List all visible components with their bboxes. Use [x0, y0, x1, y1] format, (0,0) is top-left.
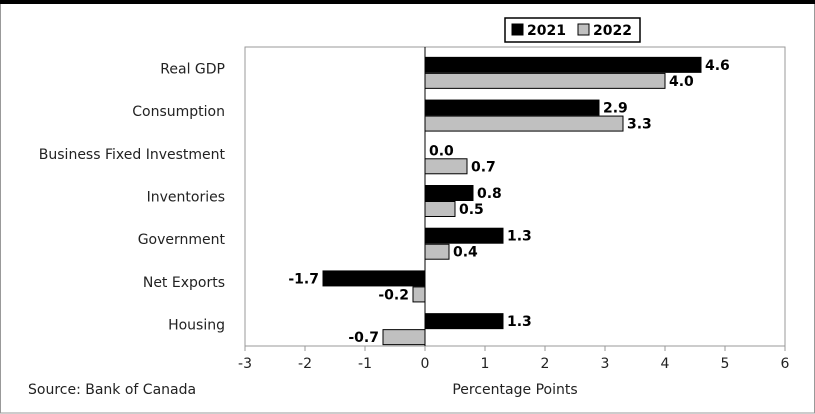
value-label: 1.3 [507, 314, 532, 330]
bar [424, 243, 450, 260]
category-label: Consumption [132, 104, 225, 120]
value-label: 0.8 [477, 186, 502, 202]
plot-area [244, 46, 786, 347]
value-label: 2.9 [603, 101, 628, 117]
x-tick-label: 5 [721, 356, 730, 372]
category-label: Government [138, 232, 226, 248]
source-note: Source: Bank of Canada [28, 382, 196, 398]
value-label: 0.0 [429, 143, 454, 159]
legend-label: 2021 [527, 23, 566, 39]
value-label: 1.3 [507, 229, 532, 245]
category-label: Business Fixed Investment [39, 147, 226, 163]
bar [424, 158, 468, 175]
x-tick-label: 3 [601, 356, 610, 372]
bar [424, 72, 666, 89]
bar [424, 313, 504, 330]
x-tick-label: 2 [541, 356, 550, 372]
bar [424, 227, 504, 244]
value-label: 4.0 [669, 74, 694, 90]
category-label: Net Exports [143, 275, 225, 291]
value-label: -0.2 [378, 287, 409, 303]
x-tick-label: -3 [238, 356, 252, 372]
bar [412, 286, 426, 303]
bar [424, 201, 456, 217]
bar [424, 56, 702, 73]
category-label: Real GDP [160, 61, 225, 77]
bar [322, 270, 426, 287]
x-tick-label: 6 [781, 356, 790, 372]
value-label: 4.6 [705, 58, 730, 74]
bar [424, 99, 600, 116]
category-label: Inventories [147, 190, 225, 206]
top-rule [0, 0, 815, 4]
value-label: -0.7 [348, 330, 379, 346]
x-tick-label: -1 [358, 356, 372, 372]
x-tick-label: 0 [421, 356, 430, 372]
value-label: 3.3 [627, 117, 652, 133]
bar [424, 115, 624, 132]
category-label: Housing [168, 318, 225, 334]
legend-swatch [511, 23, 524, 36]
value-label: 0.7 [471, 159, 496, 175]
x-tick-label: -2 [298, 356, 312, 372]
x-tick-label: 1 [481, 356, 490, 372]
legend-box [504, 17, 641, 43]
bar [424, 185, 474, 201]
value-label: -1.7 [288, 271, 319, 287]
x-tick-label: 4 [661, 356, 670, 372]
bar [382, 329, 426, 346]
legend-label: 2022 [593, 23, 632, 39]
legend-swatch [577, 23, 590, 36]
value-label: 0.5 [459, 202, 484, 218]
x-axis-label: Percentage Points [452, 382, 577, 398]
value-label: 0.4 [453, 245, 478, 261]
